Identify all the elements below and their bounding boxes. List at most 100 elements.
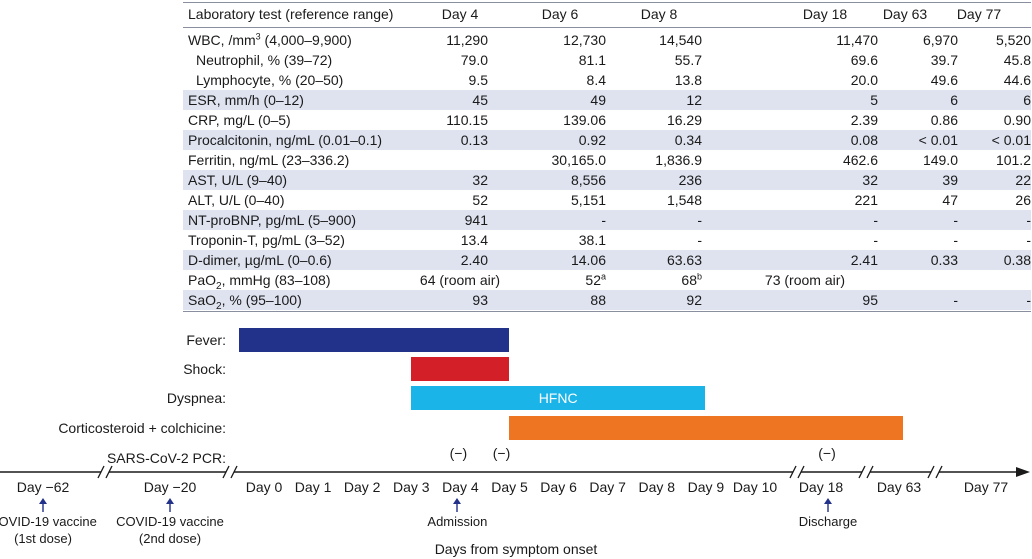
day-label: Day 9 (687, 479, 725, 495)
table-row: PaO2, mmHg (83–108) 64 (room air) 52a 68b 73… (183, 270, 1031, 291)
row-value: 45 (368, 90, 488, 110)
row-label-text: ESR, mm/h (0–12) (188, 92, 304, 108)
event-label-line: (1st dose) (14, 531, 72, 546)
row-value-text: 236 (678, 172, 702, 188)
table-row: D-dimer, µg/mL (0–0.6) 2.40 14.06 63.63 2.41… (183, 250, 1031, 270)
table-header-rule (183, 27, 1031, 28)
row-value: 13.8 (582, 70, 702, 90)
row-value-text: 1,548 (666, 192, 702, 208)
row-value: 63.63 (582, 250, 702, 270)
row-value: 0.08 (758, 130, 878, 150)
row-value: 30,165.0 (486, 150, 607, 170)
row-value: < 0.01 (838, 130, 958, 150)
row-value: 2.41 (758, 250, 878, 270)
row-value-text: 44.6 (1003, 72, 1031, 88)
row-value: - (582, 230, 702, 250)
table-row: NT-proBNP, pg/mL (5–900) 941 - - - - - (183, 210, 1031, 230)
row-value: 68b (582, 270, 702, 290)
row-value: 64 (room air) (400, 270, 520, 290)
row-value: 69.6 (758, 50, 878, 70)
axis-break-gap (101, 466, 109, 478)
row-label-text: Ferritin, ng/mL (23–336.2) (188, 152, 350, 168)
row-label: Ferritin, ng/mL (23–336.2) (188, 150, 349, 170)
row-value: - (838, 210, 958, 230)
axis-arrowhead (1016, 467, 1030, 477)
row-value-text: 26 (1015, 192, 1031, 208)
day-label: Day 10 (732, 479, 778, 495)
day-label: Day 7 (589, 479, 626, 495)
event-label-line: Discharge (798, 514, 858, 529)
row-value: 5,151 (486, 190, 606, 210)
row-value-text: 49 (590, 92, 606, 108)
row-label-sup: 3 (255, 31, 261, 42)
row-value-sup: a (600, 271, 606, 282)
event-label-line: Admission (427, 514, 488, 529)
row-value-text: 14,540 (659, 32, 702, 48)
row-value-text: 39 (942, 172, 958, 188)
row-value: 0.92 (486, 130, 606, 150)
row-label-text: WBC, /mm (188, 32, 256, 48)
day-label: Day 6 (540, 479, 577, 495)
table-bottom-rule (183, 311, 1031, 312)
event-label: COVID-19 vaccine (1st dose) (0, 513, 97, 547)
header-day: Day 18 (802, 6, 848, 22)
row-value-text: 69.6 (850, 52, 878, 68)
table-row: Neutrophil, % (39–72) 79.0 81.1 55.7 69.6 39.… (183, 50, 1031, 70)
row-label: NT-proBNP, pg/mL (5–900) (188, 210, 356, 230)
row-value-text: 5 (870, 92, 878, 108)
row-value-text: 941 (464, 212, 488, 228)
day-label: Day 2 (343, 479, 381, 495)
row-value: 0.86 (838, 110, 958, 130)
row-value-text: 63.63 (666, 252, 702, 268)
row-value: 6 (911, 90, 1031, 110)
row-value: 49 (486, 90, 606, 110)
row-value: 11,470 (758, 30, 878, 50)
event-label: Discharge (799, 513, 858, 530)
row-value-text: - (873, 212, 878, 228)
row-value-text: 16.29 (666, 112, 702, 128)
day-label: Day 8 (638, 479, 676, 495)
row-label: WBC, /mm3 (4,000–9,900) (188, 30, 352, 50)
axis-break-mark (935, 465, 943, 479)
row-value: - (911, 210, 1031, 230)
row-value: 1,548 (582, 190, 702, 210)
pcr-result: (−) (818, 445, 836, 461)
row-value-text: 149.0 (922, 152, 958, 168)
header-day: Day 6 (541, 6, 579, 22)
day-label: Day 18 (798, 479, 844, 495)
row-value-text: 79.0 (460, 52, 488, 68)
row-label-text: Troponin-T, pg/mL (3–52) (188, 232, 345, 248)
row-label-text: Neutrophil, % (39–72) (196, 52, 333, 68)
row-label-tail: , % (95–100) (221, 292, 302, 308)
row-value: 6,970 (838, 30, 958, 50)
row-value: 49.6 (838, 70, 958, 90)
row-value: 1,836.9 (582, 150, 702, 170)
row-value-text: 49.6 (930, 72, 958, 88)
row-value-text: 0.38 (1003, 252, 1031, 268)
row-value: 26 (911, 190, 1031, 210)
table-row: Troponin-T, pg/mL (3–52) 13.4 38.1 - - - - (183, 230, 1031, 250)
row-value: 14.06 (486, 250, 606, 270)
row-value-text: 1,836.9 (655, 152, 702, 168)
row-value: 5 (758, 90, 878, 110)
row-value: 93 (368, 290, 488, 310)
row-value: 9.5 (368, 70, 488, 90)
row-label: CRP, mg/L (0–5) (188, 110, 291, 130)
axis-break-mark (927, 465, 935, 479)
day-label: Day −62 (16, 479, 70, 495)
day-label: Day 77 (963, 479, 1009, 495)
row-value: 6 (838, 90, 958, 110)
row-value: - (582, 210, 702, 230)
row-value-text: - (1026, 292, 1031, 308)
row-value-text: 11,470 (836, 32, 878, 48)
table-row: AST, U/L (9–40) 32 8,556 236 32 39 22 (183, 170, 1031, 190)
row-value: 79.0 (368, 50, 488, 70)
row-value-text: 64 (room air) (419, 272, 501, 288)
row-label: Procalcitonin, ng/mL (0.01–0.1) (188, 130, 382, 150)
row-value-text: - (1026, 232, 1031, 248)
pcr-result: (−) (492, 445, 511, 461)
axis-break-mark (797, 465, 805, 479)
row-value-text: - (953, 232, 958, 248)
row-value-text: 12 (686, 92, 702, 108)
